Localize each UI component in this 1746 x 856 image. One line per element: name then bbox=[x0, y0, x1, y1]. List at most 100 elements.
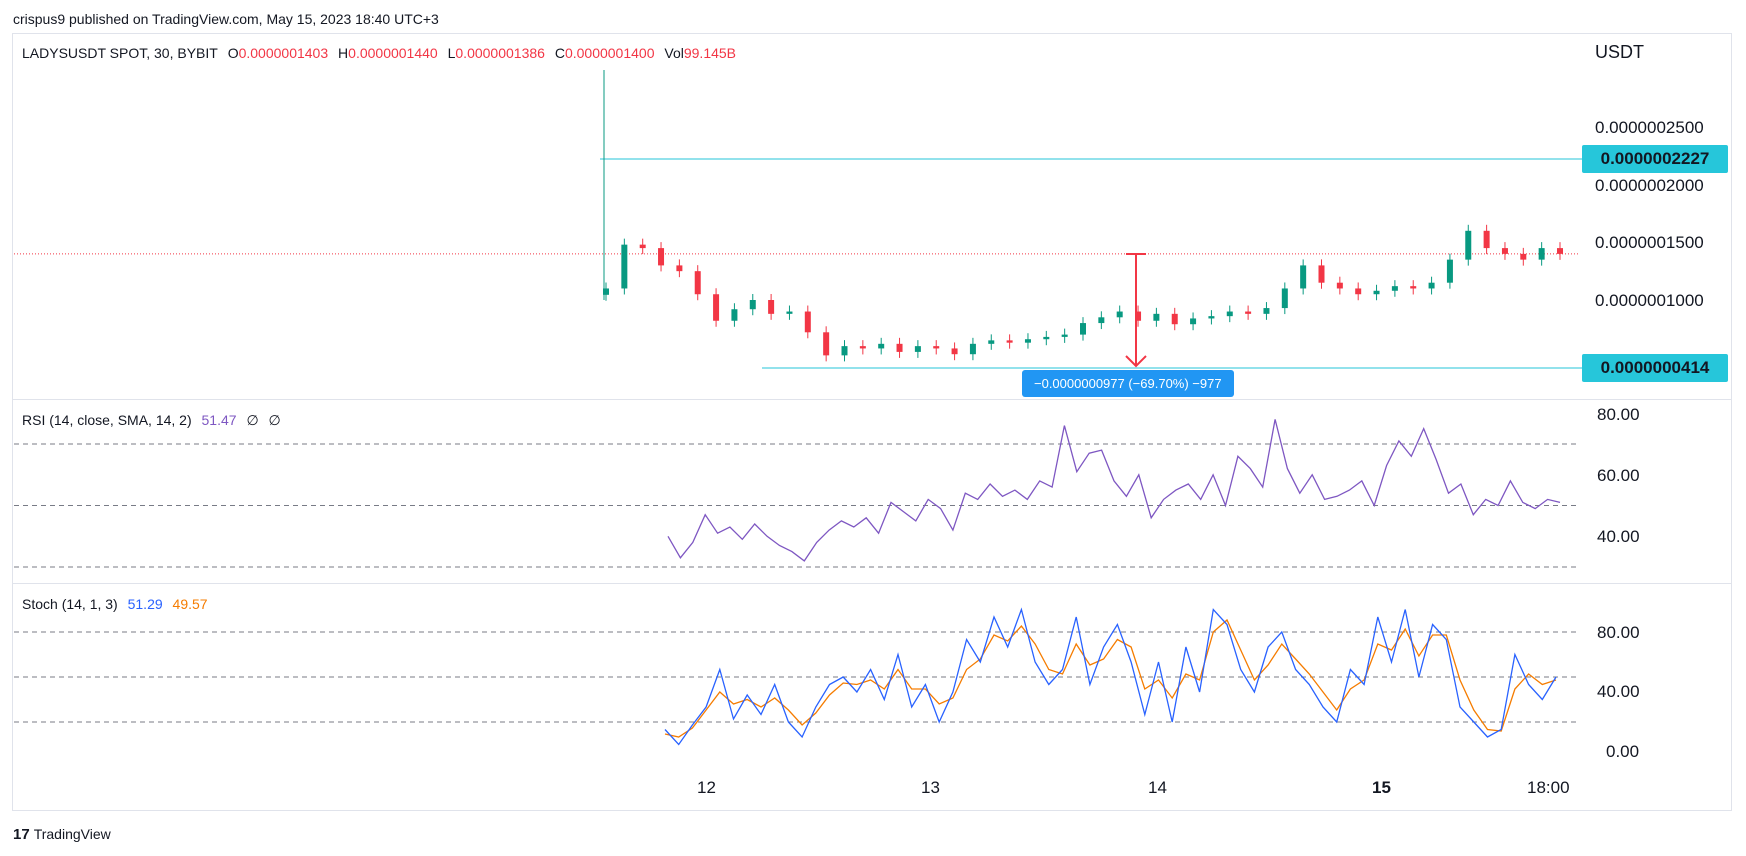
candle-body bbox=[1557, 248, 1563, 254]
stoch-k-line bbox=[664, 607, 1557, 746]
stoch-d-value: 49.57 bbox=[172, 596, 208, 612]
candle-body bbox=[933, 346, 940, 349]
candle-body bbox=[621, 244, 628, 289]
candle-body bbox=[988, 340, 995, 344]
price-tick: 0.0000001500 bbox=[1595, 233, 1704, 252]
candle-body bbox=[1428, 282, 1435, 289]
candle-body bbox=[878, 343, 885, 349]
price-tick: 0.0000002500 bbox=[1595, 118, 1704, 137]
open-value: 0.0000001403 bbox=[238, 45, 329, 61]
candle-body bbox=[1043, 336, 1050, 340]
symbol-label[interactable]: LADYSUSDT SPOT, 30, BYBIT bbox=[22, 45, 218, 61]
volume-value: 99.145B bbox=[683, 45, 737, 61]
candle-body bbox=[896, 343, 903, 352]
stoch-tick: 0.00 bbox=[1606, 742, 1640, 761]
rsi-legend: RSI (14, close, SMA, 14, 2) 51.47 ∅ ∅ bbox=[22, 412, 287, 429]
rsi-extra-2: ∅ bbox=[268, 412, 281, 428]
high-value: 0.0000001440 bbox=[348, 45, 438, 61]
candle-body bbox=[804, 311, 811, 333]
footer-brand[interactable]: TradingView bbox=[33, 826, 111, 842]
candle-body bbox=[1281, 288, 1288, 309]
stoch-label[interactable]: Stoch (14, 1, 3) bbox=[22, 596, 118, 612]
candle-body bbox=[914, 346, 921, 352]
candle-body bbox=[1538, 248, 1545, 260]
candle-body bbox=[1208, 316, 1215, 319]
candle-body bbox=[658, 248, 665, 266]
currency-label[interactable]: USDT bbox=[1595, 42, 1644, 62]
candle-body bbox=[676, 265, 683, 272]
rsi-extra-1: ∅ bbox=[246, 412, 259, 428]
open-label: O bbox=[227, 45, 239, 61]
rsi-tick: 40.00 bbox=[1597, 527, 1640, 546]
candle-body bbox=[1006, 340, 1013, 343]
close-value: 0.0000001400 bbox=[564, 45, 655, 61]
time-tick: 13 bbox=[921, 778, 940, 797]
tradingview-logo-icon: 17 bbox=[13, 826, 30, 843]
candle-body bbox=[768, 300, 775, 314]
rsi-series-line bbox=[667, 419, 1561, 562]
candle-body bbox=[1116, 311, 1123, 318]
candle-body bbox=[639, 244, 646, 249]
candle-body bbox=[1153, 313, 1160, 321]
candle-body bbox=[603, 288, 609, 295]
measure-label: −0.0000000977 (−69.70%) −977 bbox=[1022, 370, 1234, 397]
candle-body bbox=[731, 309, 738, 321]
candle-body bbox=[951, 348, 958, 355]
candle-body bbox=[859, 346, 866, 349]
high-label: H bbox=[338, 45, 349, 61]
main-legend: LADYSUSDT SPOT, 30, BYBIT O0.0000001403 … bbox=[22, 45, 742, 61]
pane-separator-rsi[interactable] bbox=[13, 399, 1731, 400]
candle-body bbox=[1336, 282, 1343, 289]
candle-body bbox=[1446, 259, 1453, 283]
candle-body bbox=[1300, 265, 1307, 289]
rsi-value: 51.47 bbox=[201, 412, 237, 428]
candle-body bbox=[969, 343, 976, 355]
candle-body bbox=[1171, 313, 1178, 325]
chart-frame bbox=[12, 33, 1732, 811]
candle-body bbox=[1355, 288, 1362, 295]
stoch-tick: 80.00 bbox=[1597, 623, 1640, 642]
candle-body bbox=[841, 346, 848, 356]
candle-body bbox=[1520, 253, 1527, 260]
candle-body bbox=[1483, 230, 1490, 249]
level-tag-upper[interactable]: 0.0000002227 bbox=[1582, 145, 1728, 173]
candle-body bbox=[1410, 286, 1417, 289]
price-tick: 0.0000001000 bbox=[1595, 291, 1704, 310]
candle-body bbox=[1373, 290, 1380, 295]
candle-body bbox=[1318, 265, 1325, 283]
candle-body bbox=[823, 332, 830, 356]
footer: 17 TradingView bbox=[13, 826, 111, 843]
candle-body bbox=[1080, 323, 1086, 335]
time-tick: 18:00 bbox=[1527, 778, 1570, 797]
candle-body bbox=[1391, 286, 1398, 291]
candle-body bbox=[1501, 248, 1508, 254]
stoch-legend: Stoch (14, 1, 3) 51.29 49.57 bbox=[22, 596, 214, 612]
candle-body bbox=[694, 271, 701, 295]
candle-body bbox=[713, 294, 720, 321]
candle-body bbox=[1190, 318, 1197, 325]
candle-body bbox=[1226, 311, 1233, 317]
low-label: L bbox=[447, 45, 456, 61]
measure-arrow-head bbox=[1125, 355, 1147, 368]
close-label: C bbox=[554, 45, 565, 61]
time-tick: 14 bbox=[1148, 778, 1167, 797]
rsi-label[interactable]: RSI (14, close, SMA, 14, 2) bbox=[22, 412, 192, 428]
low-value: 0.0000001386 bbox=[455, 45, 545, 61]
stoch-tick: 40.00 bbox=[1597, 682, 1640, 701]
candle-body bbox=[1024, 339, 1031, 343]
candle-body bbox=[1098, 317, 1105, 324]
level-tag-lower[interactable]: 0.0000000414 bbox=[1582, 354, 1728, 382]
candle-body bbox=[786, 311, 793, 314]
candle-body bbox=[1135, 311, 1142, 321]
candle-body bbox=[1245, 311, 1252, 314]
stoch-d-line bbox=[664, 618, 1557, 738]
candle-body bbox=[1061, 334, 1068, 337]
stoch-k-value: 51.29 bbox=[127, 596, 163, 612]
pane-separator-stoch[interactable] bbox=[13, 583, 1731, 584]
candle-body bbox=[749, 300, 756, 310]
time-tick: 15 bbox=[1372, 778, 1391, 797]
rsi-tick: 60.00 bbox=[1597, 466, 1640, 485]
price-tick: 0.0000002000 bbox=[1595, 176, 1704, 195]
candle-body bbox=[1465, 230, 1472, 260]
